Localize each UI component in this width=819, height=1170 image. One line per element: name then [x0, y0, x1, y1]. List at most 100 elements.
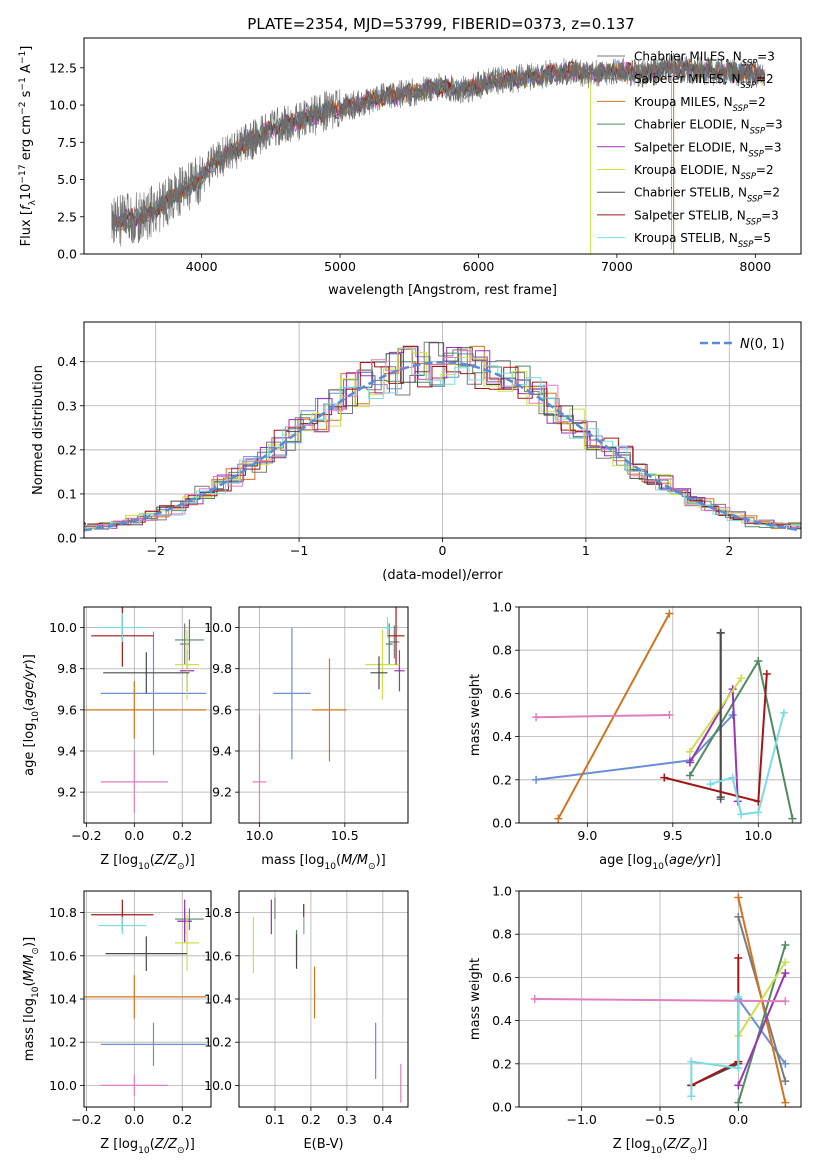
y-tick-label: 10.8: [49, 905, 77, 920]
axes-frame: [238, 606, 409, 824]
x-tick-label: 10.0: [744, 828, 772, 843]
label-part: ⊙: [177, 862, 185, 872]
y-tick-label: 0.8: [492, 927, 512, 942]
weight-marker: [781, 969, 790, 978]
weight-marker: [781, 958, 790, 967]
weight-marker: [734, 953, 743, 962]
label-part: )]: [22, 937, 37, 947]
label-part: =5: [753, 231, 771, 245]
x-axis-label: age [log10(age/yr)]: [599, 853, 721, 872]
y-tick-label: 0.1: [57, 486, 77, 501]
x-tick-label: 5000: [324, 259, 356, 274]
x-tick-label: 1: [582, 543, 590, 558]
y-tick-label: 0.3: [57, 398, 77, 413]
x-tick-label: −0.5: [645, 1112, 675, 1127]
label-part: M/M: [22, 955, 37, 982]
weight-marker: [779, 708, 788, 717]
label-part: SSP: [733, 103, 749, 113]
weight-marker: [687, 1057, 696, 1066]
y-tick-label: 10.0: [204, 620, 232, 635]
weight-marker: [734, 912, 743, 921]
weight-marker: [734, 1064, 743, 1073]
x-tick-label: 7000: [601, 259, 633, 274]
weight-marker: [660, 773, 669, 782]
label-part: A: [19, 64, 34, 77]
label-part: Z/Z: [154, 853, 178, 868]
label-part: SSP: [741, 171, 757, 181]
label-part: ⊙: [690, 1146, 698, 1156]
x-axis-label: Z [log10(Z/Z⊙)]: [100, 853, 195, 872]
x-tick-label: 6000: [463, 259, 495, 274]
x-tick-label: 9.0: [577, 828, 597, 843]
label-part: (0, 1): [750, 337, 785, 352]
y-tick-label: 9.4: [57, 744, 77, 759]
y-tick-label: 9.2: [212, 785, 232, 800]
y-tick-label: 10.0: [49, 1078, 77, 1093]
y-tick-label: 9.4: [212, 744, 232, 759]
label-part: )]: [185, 1137, 195, 1152]
y-tick-label: 12.5: [49, 60, 77, 75]
y-tick-label: 0.4: [492, 729, 512, 744]
weight_vs_age-axes: 9.0 9.5 10.0 0.0 0.2 0.4 0.6 0.8 1.0 age [log10(a…: [468, 600, 802, 872]
weight-marker: [762, 669, 771, 678]
weight-marker: [665, 609, 674, 618]
label-part: =2: [756, 72, 774, 86]
y-tick-label: 0.0: [57, 247, 77, 262]
label-part: )]: [697, 1137, 707, 1152]
y-tick-label: 0.2: [492, 1056, 512, 1071]
figure-title: PLATE=2354, MJD=53799, FIBERID=0373, z=0…: [247, 15, 634, 33]
y-tick-label: 9.6: [212, 702, 232, 717]
label-part: (: [150, 853, 155, 868]
y-tick-label: 0.6: [492, 970, 512, 985]
x-tick-label: 0.0: [124, 1112, 144, 1127]
weight-marker: [781, 941, 790, 949]
legend-label: Salpeter ELODIE, NSSP=3: [634, 140, 782, 158]
label-part: Salpeter ELODIE, N: [634, 140, 748, 154]
label-part: Chabrier STELIB, N: [634, 186, 747, 200]
y-tick-label: 10.2: [49, 1035, 77, 1050]
y-tick-label: 10.6: [204, 948, 232, 963]
label-part: Salpeter MILES, N: [634, 72, 741, 86]
weight-marker: [532, 713, 541, 722]
y-tick-label: 0.8: [492, 643, 512, 658]
x-axis-label: Z [log10(Z/Z⊙)]: [613, 1137, 708, 1156]
label-part: (: [22, 706, 37, 711]
label-part: SSP: [741, 80, 757, 90]
label-part: Chabrier ELODIE, N: [634, 118, 750, 132]
spectrum-axes: 4000 5000 6000 7000 8000 0.0 2.5 5.0 7.5 10.0 12.5…: [18, 37, 802, 298]
y-axis-label: mass weight: [468, 958, 483, 1040]
label-part: (: [150, 1137, 155, 1152]
residuals-axes: −2 −1 0 1 2 0.0 0.1 0.2 0.3 0.4 N(0, 1) (data-model…: [31, 321, 802, 583]
label-part: Salpeter STELIB, N: [634, 208, 746, 222]
label-part: 10: [138, 862, 150, 872]
label-part: age [log: [599, 853, 652, 868]
label-part: =3: [761, 208, 779, 222]
weight-marker: [728, 773, 737, 782]
weight-line: [535, 714, 734, 781]
x-tick-label: −2: [146, 543, 164, 558]
label-part: Z [log: [100, 1137, 138, 1152]
x-tick-label: 2: [725, 543, 733, 558]
x-axis-label: E(B-V): [303, 1137, 343, 1152]
label-part: Kroupa MILES, N: [634, 95, 733, 109]
x-tick-label: 0.4: [373, 1112, 393, 1127]
y-tick-label: 0.2: [57, 442, 77, 457]
weight-marker: [706, 780, 715, 789]
label-part: M/M: [341, 853, 368, 868]
weight-line: [690, 996, 740, 1097]
label-part: −2: [18, 102, 28, 115]
x-tick-label: 0.0: [124, 828, 144, 843]
y-axis-label: mass [log10(M/M⊙)]: [22, 937, 41, 1061]
normal-curve: [83, 360, 802, 532]
y-tick-label: 10.0: [204, 1078, 232, 1093]
weight-marker: [685, 747, 694, 756]
y-tick-label: 9.8: [212, 661, 232, 676]
x-tick-label: 10.0: [246, 828, 274, 843]
label-part: Chabrier MILES, N: [634, 50, 742, 64]
axes-frame: [83, 37, 802, 255]
label-part: =2: [756, 163, 774, 177]
histogram-step: [84, 347, 801, 529]
x-tick-label: 9.5: [663, 828, 683, 843]
x-tick-label: 0.1: [265, 1112, 285, 1127]
